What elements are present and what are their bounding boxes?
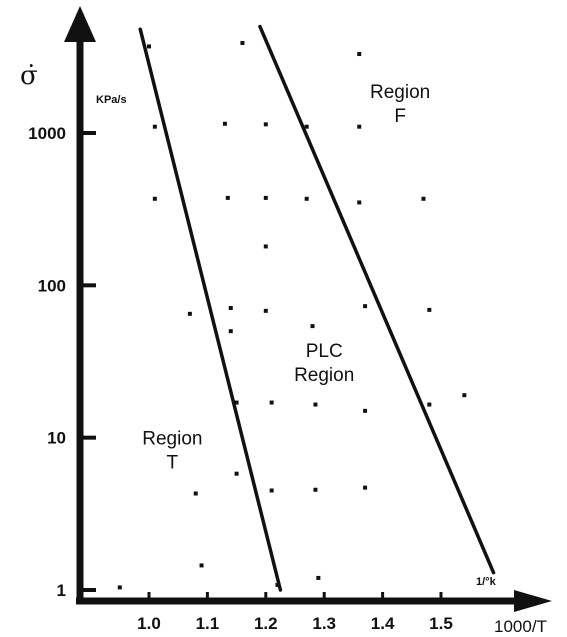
x-ticks: 1.0 1.1 1.2 1.3 1.4 1.5 (137, 592, 453, 633)
y-tick-label: 1000 (28, 124, 66, 143)
region-label: Region T (142, 428, 202, 473)
y-axis-title: σ̇ (20, 61, 38, 91)
data-point (225, 195, 230, 200)
data-point (304, 196, 309, 201)
data-point (275, 582, 280, 587)
data-point (228, 329, 233, 334)
data-point (240, 40, 245, 45)
data-point (269, 488, 274, 493)
x-axis-title: 1000/T (494, 617, 547, 636)
region-label: Region F (370, 82, 430, 127)
data-point (263, 122, 268, 127)
x-tick-label: 1.0 (137, 614, 161, 633)
y-tick-label: 10 (47, 429, 66, 448)
data-point (263, 308, 268, 313)
y-axis-arrow (64, 6, 96, 42)
x-tick-label: 1.2 (254, 614, 278, 633)
data-point (313, 402, 318, 407)
y-ticks: 1 10 100 1000 (28, 124, 96, 600)
x-tick-label: 1.5 (429, 614, 453, 633)
x-tick-label: 1.1 (196, 614, 220, 633)
data-point (304, 124, 309, 129)
data-point (310, 324, 315, 329)
data-point (234, 471, 239, 476)
data-point (357, 200, 362, 205)
data-point (147, 44, 151, 49)
x-tick-label: 1.3 (312, 614, 336, 633)
boundary-line (138, 27, 283, 592)
region-label: PLC Region (294, 341, 354, 386)
data-point (234, 400, 239, 405)
data-point (152, 124, 157, 129)
y-unit-label: KPa/s (96, 94, 127, 106)
data-point (269, 400, 274, 405)
data-point (421, 196, 426, 201)
x-axis-arrow (514, 590, 552, 612)
data-points (117, 40, 467, 590)
data-point (199, 563, 204, 568)
data-point (313, 487, 318, 492)
data-point (427, 402, 432, 407)
data-point (193, 491, 198, 496)
data-point (363, 408, 368, 413)
data-point (152, 196, 157, 201)
data-point (427, 307, 432, 312)
region-annotations: Region F PLC Region Region T (142, 82, 430, 473)
data-point (222, 121, 227, 126)
x-unit-label: 1/°k (476, 576, 497, 588)
data-point (263, 244, 268, 249)
data-point (462, 393, 467, 398)
data-point (357, 124, 362, 129)
boundary-line (258, 24, 496, 575)
boundary-lines (138, 24, 496, 592)
data-point (316, 575, 321, 580)
data-point (357, 52, 362, 57)
data-point (117, 585, 122, 590)
x-tick-label: 1.4 (371, 614, 395, 633)
data-point (187, 311, 192, 316)
data-point (263, 195, 268, 200)
data-point (363, 304, 368, 309)
data-point (228, 305, 233, 310)
data-point (363, 485, 368, 490)
y-tick-label: 1 (57, 581, 66, 600)
y-tick-label: 100 (38, 276, 66, 295)
